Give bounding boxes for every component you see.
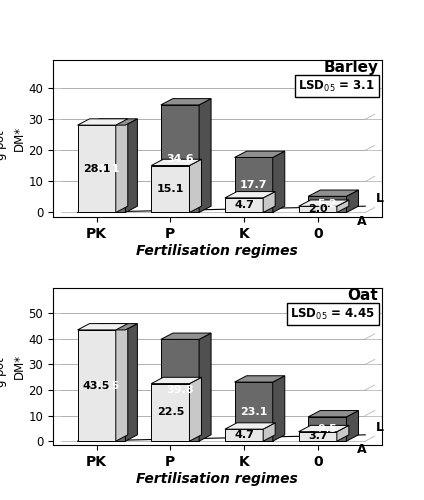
- Polygon shape: [337, 200, 349, 212]
- Polygon shape: [234, 376, 285, 382]
- Polygon shape: [116, 119, 128, 212]
- Y-axis label: g pot$^{-1}$
DM*: g pot$^{-1}$ DM*: [0, 116, 25, 160]
- Polygon shape: [346, 190, 358, 212]
- Polygon shape: [308, 410, 358, 417]
- Text: 2.0: 2.0: [308, 204, 328, 214]
- Polygon shape: [298, 426, 349, 432]
- Text: Barley: Barley: [324, 60, 378, 75]
- Polygon shape: [298, 206, 337, 212]
- Polygon shape: [161, 340, 199, 441]
- Polygon shape: [225, 429, 263, 441]
- Text: Oat: Oat: [348, 288, 378, 303]
- Text: 28.1: 28.1: [92, 164, 120, 174]
- Polygon shape: [199, 333, 211, 441]
- Text: 15.1: 15.1: [157, 184, 184, 194]
- Polygon shape: [116, 324, 128, 441]
- Polygon shape: [151, 378, 201, 384]
- Polygon shape: [126, 324, 137, 441]
- Polygon shape: [263, 423, 275, 441]
- Polygon shape: [151, 166, 190, 212]
- Text: 43.5: 43.5: [83, 380, 110, 390]
- Text: 4.7: 4.7: [234, 200, 254, 210]
- Polygon shape: [161, 98, 211, 105]
- Polygon shape: [161, 105, 199, 212]
- Polygon shape: [298, 432, 337, 441]
- Polygon shape: [87, 119, 137, 125]
- Polygon shape: [126, 119, 137, 212]
- Polygon shape: [87, 330, 126, 441]
- Polygon shape: [78, 330, 116, 441]
- Polygon shape: [308, 196, 346, 212]
- Polygon shape: [190, 378, 201, 441]
- Polygon shape: [346, 410, 358, 441]
- Polygon shape: [78, 324, 128, 330]
- Text: A: A: [357, 443, 367, 456]
- Polygon shape: [225, 192, 275, 198]
- Polygon shape: [273, 151, 285, 212]
- Polygon shape: [298, 200, 349, 206]
- Text: 17.7: 17.7: [240, 180, 268, 190]
- Polygon shape: [161, 333, 211, 340]
- Text: 22.5: 22.5: [157, 408, 184, 418]
- Polygon shape: [78, 125, 116, 212]
- Text: LSD$_{05}$ = 3.1: LSD$_{05}$ = 3.1: [298, 79, 375, 94]
- Text: 3.7: 3.7: [308, 432, 328, 442]
- Text: 4.7: 4.7: [234, 430, 254, 440]
- Polygon shape: [234, 158, 273, 212]
- Text: 23.1: 23.1: [240, 406, 268, 416]
- Text: L: L: [376, 192, 384, 205]
- Text: 39.8: 39.8: [166, 386, 194, 396]
- Polygon shape: [263, 192, 275, 212]
- Polygon shape: [234, 151, 285, 158]
- X-axis label: Fertilisation regimes: Fertilisation regimes: [137, 472, 298, 486]
- Polygon shape: [225, 423, 275, 429]
- Polygon shape: [308, 417, 346, 441]
- Text: LSD$_{05}$ = 4.45: LSD$_{05}$ = 4.45: [290, 306, 375, 322]
- Polygon shape: [78, 119, 128, 125]
- X-axis label: Fertilisation regimes: Fertilisation regimes: [137, 244, 298, 258]
- Polygon shape: [151, 159, 201, 166]
- Text: A: A: [357, 215, 367, 228]
- Polygon shape: [151, 384, 190, 441]
- Y-axis label: g pot$^{-1}$
DM*: g pot$^{-1}$ DM*: [0, 344, 25, 389]
- Polygon shape: [337, 426, 349, 441]
- Polygon shape: [87, 324, 137, 330]
- Polygon shape: [190, 159, 201, 212]
- Text: 5.2: 5.2: [318, 200, 337, 209]
- Polygon shape: [234, 382, 273, 441]
- Text: 9.5: 9.5: [318, 424, 337, 434]
- Polygon shape: [273, 376, 285, 441]
- Polygon shape: [87, 125, 126, 212]
- Polygon shape: [199, 98, 211, 212]
- Text: L: L: [376, 420, 384, 434]
- Text: 34.6: 34.6: [166, 154, 194, 164]
- Polygon shape: [308, 190, 358, 196]
- Polygon shape: [225, 198, 263, 212]
- Text: 43.5: 43.5: [92, 380, 120, 390]
- Text: 28.1: 28.1: [83, 164, 110, 174]
